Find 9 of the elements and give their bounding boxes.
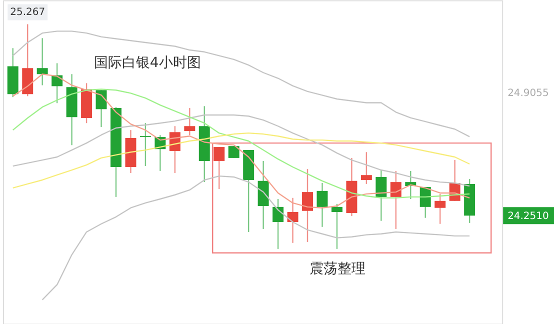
line-series	[42, 175, 470, 300]
y-tick-label: 24.2510	[508, 211, 549, 222]
y-tick-label: 24.9055	[508, 88, 549, 99]
text: 国际白银4小时图	[94, 55, 201, 72]
line-series	[12, 30, 470, 138]
candlestick	[228, 145, 240, 159]
annotation: 25.267	[10, 7, 46, 18]
annotation: 震荡整理	[309, 260, 366, 277]
line-series	[12, 132, 470, 188]
